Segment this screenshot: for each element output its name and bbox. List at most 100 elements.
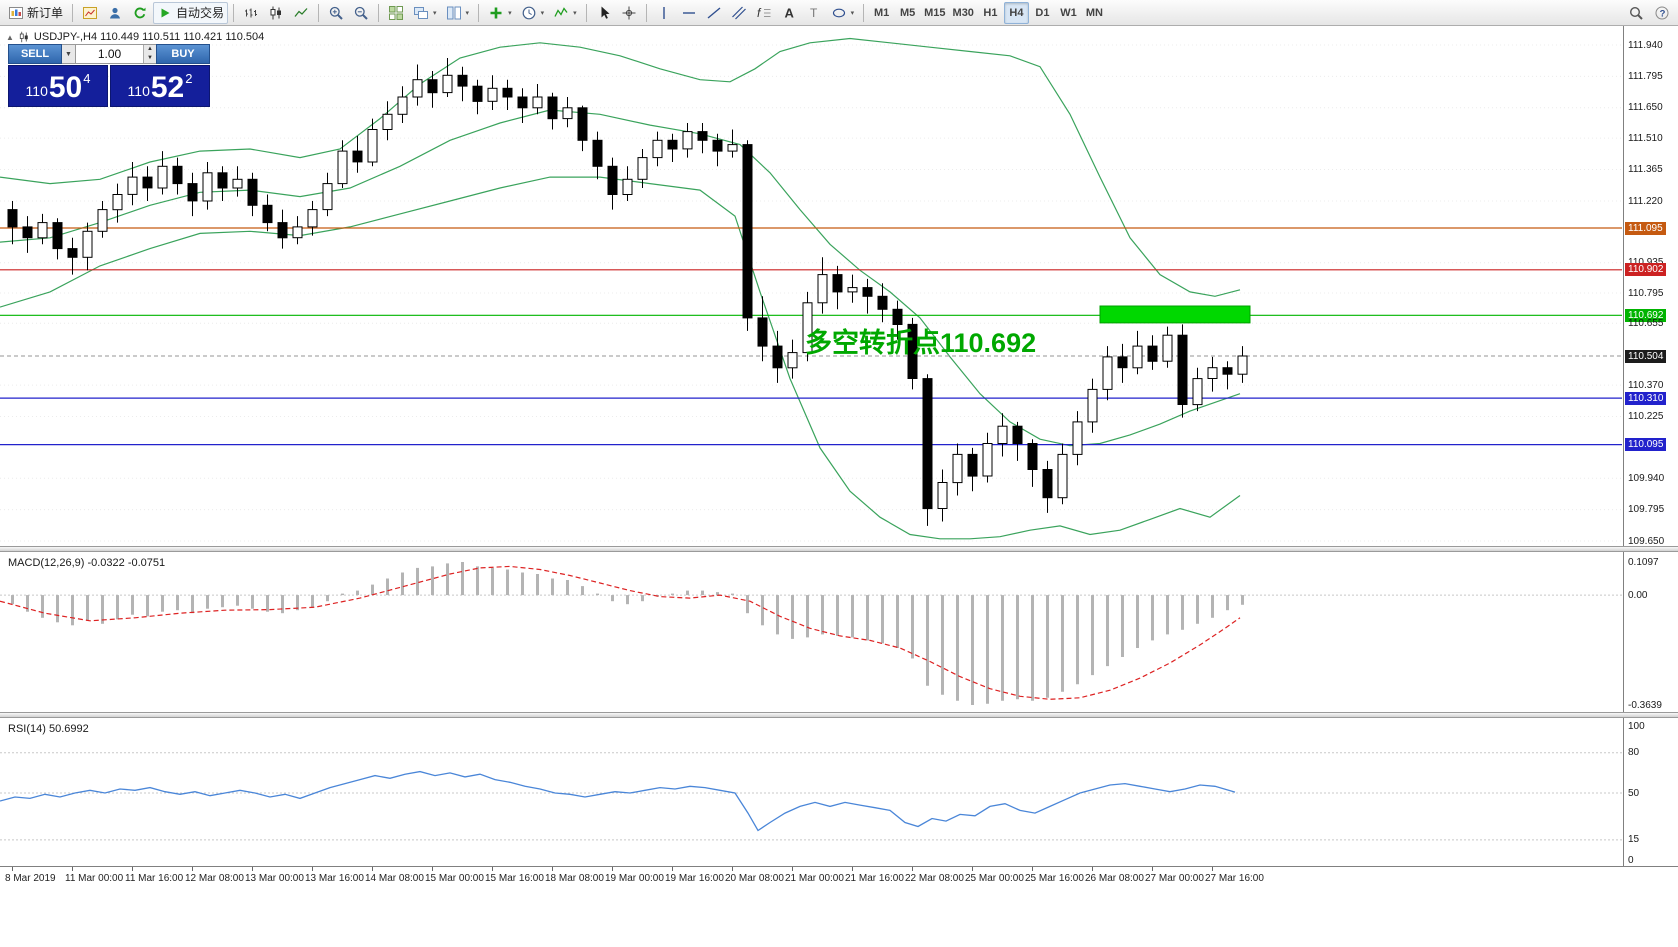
shapes-icon bbox=[831, 5, 847, 21]
svg-text:?: ? bbox=[1660, 8, 1666, 19]
zoom-out-button[interactable] bbox=[349, 2, 373, 24]
time-axis-tick bbox=[132, 867, 133, 871]
dropdown-arrow-icon: ▾ bbox=[433, 9, 437, 17]
macd-indicator-canvas[interactable] bbox=[0, 552, 1622, 712]
candlestick-button[interactable] bbox=[264, 2, 288, 24]
time-axis-tick bbox=[972, 867, 973, 871]
timeframe-w1-button[interactable]: W1 bbox=[1060, 6, 1077, 19]
help-button[interactable]: ? bbox=[1650, 2, 1674, 24]
search-icon bbox=[1628, 5, 1644, 21]
search-button[interactable] bbox=[1624, 2, 1648, 24]
label-button[interactable]: T bbox=[802, 2, 826, 24]
time-axis[interactable]: 8 Mar 2019 11 Mar 00:00 11 Mar 16:00 12 Mar… bbox=[0, 866, 1678, 890]
volume-input[interactable]: 1.00 bbox=[97, 47, 122, 61]
autotrade-button[interactable]: 自动交易 bbox=[153, 1, 229, 24]
time-axis-label: 26 Mar 08:00 bbox=[1085, 873, 1144, 884]
horizontal-line-button[interactable] bbox=[677, 2, 701, 24]
buy-button[interactable]: BUY bbox=[156, 44, 210, 64]
vline-icon bbox=[656, 5, 672, 21]
zoom-out-icon bbox=[353, 5, 369, 21]
time-axis-tick bbox=[252, 867, 253, 871]
cursor-icon bbox=[596, 5, 612, 21]
price-axis-tag: 111.095 bbox=[1625, 221, 1666, 235]
channel-button[interactable] bbox=[727, 2, 751, 24]
price-axis-tag: 110.902 bbox=[1625, 263, 1667, 277]
timeframe-h1-button[interactable]: H1 bbox=[983, 6, 998, 19]
svg-text:f: f bbox=[757, 6, 762, 20]
timeframe-m15-button[interactable]: M15 bbox=[924, 6, 946, 19]
time-axis-tick bbox=[372, 867, 373, 871]
price-axis-tag: 110.692 bbox=[1625, 308, 1667, 322]
periods-button[interactable]: ▾ bbox=[517, 2, 549, 24]
time-axis-label: 19 Mar 00:00 bbox=[605, 873, 664, 884]
tile-windows-button[interactable] bbox=[384, 2, 408, 24]
rsi-label: RSI(14) 50.6992 bbox=[8, 723, 89, 735]
price-axis-label: 111.220 bbox=[1628, 195, 1663, 207]
price-axis-label: -0.3639 bbox=[1628, 699, 1662, 711]
fibonacci-button[interactable]: f bbox=[752, 2, 776, 24]
zoom-in-button[interactable] bbox=[324, 2, 348, 24]
toolbar-separator bbox=[863, 3, 865, 22]
trendline-button[interactable] bbox=[702, 2, 726, 24]
zoom-in-icon bbox=[328, 5, 344, 21]
timeframe-h4-button[interactable]: H4 bbox=[1003, 1, 1029, 24]
timeframe-m1-button[interactable]: M1 bbox=[873, 6, 890, 19]
shapes-button[interactable]: ▾ bbox=[827, 2, 859, 24]
sell-button[interactable]: SELL bbox=[8, 44, 62, 64]
line-chart-button[interactable] bbox=[289, 2, 313, 24]
time-axis-label: 18 Mar 08:00 bbox=[545, 873, 604, 884]
price-axis-label: 80 bbox=[1628, 747, 1640, 759]
profile-button[interactable] bbox=[103, 2, 127, 24]
time-axis-tick bbox=[492, 867, 493, 871]
channel-icon bbox=[731, 5, 747, 21]
volume-down-icon[interactable]: ▼ bbox=[144, 54, 156, 63]
volume-dropdown[interactable]: ▼ bbox=[62, 44, 76, 64]
price-axis[interactable]: 111.940 111.795 111.650 111.510 111.365 111.2… bbox=[1623, 26, 1678, 866]
time-axis-label: 25 Mar 16:00 bbox=[1025, 873, 1084, 884]
timeframe-mn-button[interactable]: MN bbox=[1085, 6, 1103, 19]
time-axis-tick bbox=[72, 867, 73, 871]
panel-separator[interactable] bbox=[0, 546, 1678, 552]
time-axis-label: 27 Mar 00:00 bbox=[1145, 873, 1204, 884]
market-watch-button[interactable] bbox=[78, 2, 102, 24]
new-chart-button[interactable]: ▾ bbox=[484, 2, 516, 24]
price-axis-label: 50 bbox=[1628, 787, 1640, 799]
collapse-quote-icon[interactable]: ▲ bbox=[6, 32, 14, 42]
dropdown-arrow-icon: ▾ bbox=[573, 9, 577, 17]
time-axis-label: 12 Mar 08:00 bbox=[185, 873, 244, 884]
crosshair-button[interactable] bbox=[617, 2, 641, 24]
bar-chart-icon bbox=[243, 5, 259, 21]
timeframe-m30-button[interactable]: M30 bbox=[952, 6, 974, 19]
rsi-indicator-canvas[interactable] bbox=[0, 718, 1622, 866]
new-order-button[interactable]: 新订单 bbox=[4, 2, 67, 24]
text-button[interactable]: A bbox=[777, 2, 801, 24]
volume-spinner: ▲ ▼ bbox=[143, 45, 156, 63]
toolbar-separator bbox=[233, 3, 235, 22]
volume-up-icon[interactable]: ▲ bbox=[144, 45, 156, 54]
auto-arrange-button[interactable]: ▾ bbox=[442, 2, 474, 24]
buy-price-display[interactable]: 110 52 2 bbox=[110, 65, 210, 107]
timeframe-m5-button[interactable]: M5 bbox=[899, 6, 916, 19]
main-chart-canvas[interactable]: 多空转折点110.692 bbox=[0, 26, 1622, 546]
time-axis-tick bbox=[1212, 867, 1213, 871]
price-axis-label: 111.510 bbox=[1628, 132, 1663, 144]
community-button[interactable] bbox=[128, 2, 152, 24]
cursor-button[interactable] bbox=[592, 2, 616, 24]
panel-separator[interactable] bbox=[0, 712, 1678, 718]
indicators-button[interactable]: ▾ bbox=[549, 2, 581, 24]
time-axis-label: 14 Mar 08:00 bbox=[365, 873, 424, 884]
indicators-icon bbox=[553, 5, 569, 21]
text-icon: A bbox=[781, 5, 797, 21]
timeframe-d1-button[interactable]: D1 bbox=[1035, 6, 1050, 19]
price-axis-tag: 110.504 bbox=[1625, 349, 1667, 363]
arrange-windows-button[interactable]: ▾ bbox=[409, 2, 441, 24]
price-axis-label: 111.940 bbox=[1628, 39, 1663, 51]
vertical-line-button[interactable] bbox=[652, 2, 676, 24]
bar-chart-button[interactable] bbox=[239, 2, 263, 24]
volume-field: 1.00 ▲ ▼ bbox=[76, 44, 156, 64]
svg-text:A: A bbox=[784, 5, 794, 20]
time-axis-label: 25 Mar 00:00 bbox=[965, 873, 1024, 884]
time-axis-tick bbox=[672, 867, 673, 871]
sell-price-display[interactable]: 110 50 4 bbox=[8, 65, 108, 107]
autotrade-play-icon bbox=[157, 5, 173, 21]
